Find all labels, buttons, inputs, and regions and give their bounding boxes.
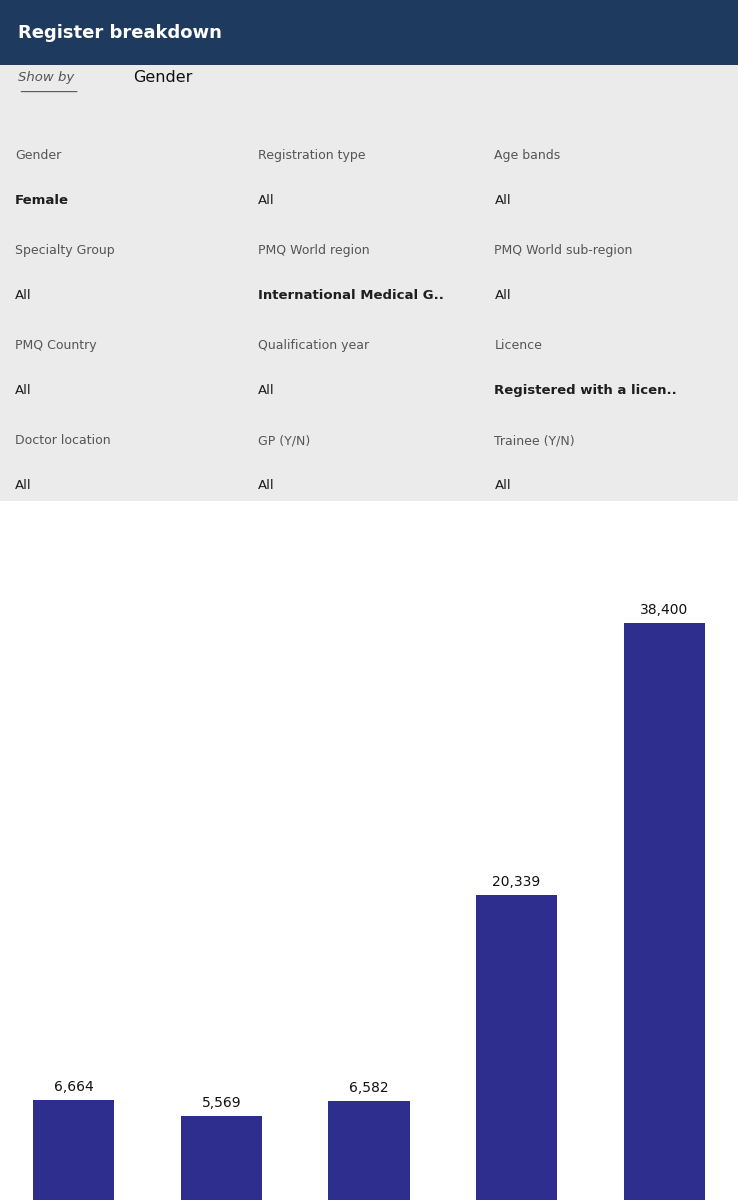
Text: All: All <box>258 479 275 492</box>
Text: Registered with a licen..: Registered with a licen.. <box>494 384 677 397</box>
Text: 20,339: 20,339 <box>492 875 541 888</box>
Bar <box>33 1100 114 1200</box>
Text: Gender: Gender <box>133 70 192 85</box>
Text: Gender: Gender <box>15 149 61 162</box>
Text: PMQ Country: PMQ Country <box>15 338 97 352</box>
Text: All: All <box>15 289 32 302</box>
Text: All: All <box>494 479 511 492</box>
Text: Doctor location: Doctor location <box>15 434 111 448</box>
Text: All: All <box>15 384 32 397</box>
Text: Age bands: Age bands <box>494 149 561 162</box>
Text: Qualification year: Qualification year <box>258 338 370 352</box>
Text: 5,569: 5,569 <box>201 1097 241 1110</box>
Text: 6,582: 6,582 <box>349 1081 389 1096</box>
Bar <box>476 894 557 1200</box>
Text: Specialty Group: Specialty Group <box>15 244 114 257</box>
Text: Register breakdown: Register breakdown <box>18 24 222 42</box>
Text: Licence: Licence <box>494 338 542 352</box>
Bar <box>181 1116 262 1200</box>
FancyBboxPatch shape <box>0 0 738 65</box>
Text: All: All <box>15 479 32 492</box>
Text: Trainee (Y/N): Trainee (Y/N) <box>494 434 575 448</box>
Text: Female: Female <box>15 193 69 206</box>
Text: International Medical G..: International Medical G.. <box>258 289 444 302</box>
Text: PMQ World sub-region: PMQ World sub-region <box>494 244 633 257</box>
Text: All: All <box>494 289 511 302</box>
Text: Registration type: Registration type <box>258 149 366 162</box>
Text: 38,400: 38,400 <box>640 604 689 617</box>
Text: Show by: Show by <box>18 71 75 84</box>
Text: All: All <box>258 384 275 397</box>
Text: PMQ World region: PMQ World region <box>258 244 370 257</box>
Text: GP (Y/N): GP (Y/N) <box>258 434 311 448</box>
Text: 6,664: 6,664 <box>54 1080 94 1094</box>
Text: All: All <box>494 193 511 206</box>
Bar <box>328 1102 410 1200</box>
Text: All: All <box>258 193 275 206</box>
Bar <box>624 623 705 1200</box>
FancyBboxPatch shape <box>0 0 738 500</box>
